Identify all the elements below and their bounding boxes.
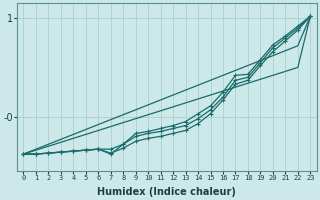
X-axis label: Humidex (Indice chaleur): Humidex (Indice chaleur)	[98, 187, 236, 197]
